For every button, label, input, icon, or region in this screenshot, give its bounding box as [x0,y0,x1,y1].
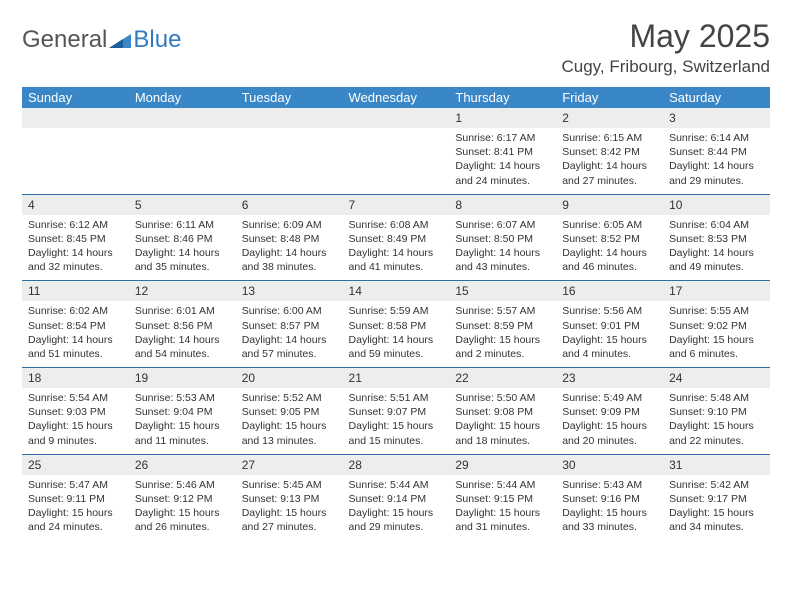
day-number-cell: 19 [129,368,236,388]
day-detail-row: Sunrise: 5:47 AMSunset: 9:11 PMDaylight:… [22,475,770,541]
brand-logo: General Blue [22,18,181,54]
day-number-cell [236,108,343,128]
day-number-cell [129,108,236,128]
month-title: May 2025 [562,18,771,55]
day-detail-cell [343,128,450,194]
title-block: May 2025 Cugy, Fribourg, Switzerland [562,18,771,77]
day-detail-cell: Sunrise: 5:59 AMSunset: 8:58 PMDaylight:… [343,301,450,367]
day-detail-cell: Sunrise: 5:44 AMSunset: 9:15 PMDaylight:… [449,475,556,541]
day-detail-cell: Sunrise: 6:07 AMSunset: 8:50 PMDaylight:… [449,215,556,281]
day-detail-cell: Sunrise: 5:48 AMSunset: 9:10 PMDaylight:… [663,388,770,454]
day-number-cell: 31 [663,455,770,475]
day-detail-cell: Sunrise: 6:00 AMSunset: 8:57 PMDaylight:… [236,301,343,367]
day-detail-cell: Sunrise: 5:53 AMSunset: 9:04 PMDaylight:… [129,388,236,454]
day-number-cell: 25 [22,455,129,475]
location-text: Cugy, Fribourg, Switzerland [562,57,771,77]
day-number-cell: 24 [663,368,770,388]
day-number-cell: 17 [663,281,770,301]
day-detail-cell: Sunrise: 5:45 AMSunset: 9:13 PMDaylight:… [236,475,343,541]
day-detail-cell: Sunrise: 6:11 AMSunset: 8:46 PMDaylight:… [129,215,236,281]
day-detail-cell: Sunrise: 5:50 AMSunset: 9:08 PMDaylight:… [449,388,556,454]
day-detail-cell: Sunrise: 5:44 AMSunset: 9:14 PMDaylight:… [343,475,450,541]
day-detail-cell: Sunrise: 5:43 AMSunset: 9:16 PMDaylight:… [556,475,663,541]
day-detail-cell: Sunrise: 6:17 AMSunset: 8:41 PMDaylight:… [449,128,556,194]
header: General Blue May 2025 Cugy, Fribourg, Sw… [22,18,770,77]
day-number-cell: 13 [236,281,343,301]
day-detail-cell: Sunrise: 6:05 AMSunset: 8:52 PMDaylight:… [556,215,663,281]
day-number-cell [22,108,129,128]
day-number-cell: 10 [663,195,770,215]
day-number-cell [343,108,450,128]
day-detail-cell: Sunrise: 6:12 AMSunset: 8:45 PMDaylight:… [22,215,129,281]
day-number-cell: 12 [129,281,236,301]
day-detail-cell: Sunrise: 6:09 AMSunset: 8:48 PMDaylight:… [236,215,343,281]
day-number-cell: 28 [343,455,450,475]
day-detail-cell: Sunrise: 6:15 AMSunset: 8:42 PMDaylight:… [556,128,663,194]
day-detail-row: Sunrise: 5:54 AMSunset: 9:03 PMDaylight:… [22,388,770,454]
day-number-cell: 27 [236,455,343,475]
day-number-row: 25262728293031 [22,455,770,475]
day-number-cell: 20 [236,368,343,388]
day-detail-cell: Sunrise: 6:14 AMSunset: 8:44 PMDaylight:… [663,128,770,194]
brand-triangle-icon [109,31,131,49]
day-detail-cell: Sunrise: 5:57 AMSunset: 8:59 PMDaylight:… [449,301,556,367]
day-detail-cell: Sunrise: 5:49 AMSunset: 9:09 PMDaylight:… [556,388,663,454]
day-number-cell: 7 [343,195,450,215]
brand-general: General [22,26,107,54]
day-detail-cell: Sunrise: 5:47 AMSunset: 9:11 PMDaylight:… [22,475,129,541]
day-detail-cell [236,128,343,194]
day-number-cell: 22 [449,368,556,388]
calendar-body: 123Sunrise: 6:17 AMSunset: 8:41 PMDaylig… [22,108,770,540]
day-detail-cell [129,128,236,194]
dow-sunday: Sunday [22,87,129,108]
day-number-cell: 21 [343,368,450,388]
day-detail-cell [22,128,129,194]
day-number-cell: 29 [449,455,556,475]
day-number-cell: 30 [556,455,663,475]
day-detail-cell: Sunrise: 6:01 AMSunset: 8:56 PMDaylight:… [129,301,236,367]
day-number-cell: 26 [129,455,236,475]
day-detail-row: Sunrise: 6:12 AMSunset: 8:45 PMDaylight:… [22,215,770,281]
day-detail-row: Sunrise: 6:02 AMSunset: 8:54 PMDaylight:… [22,301,770,367]
day-number-cell: 1 [449,108,556,128]
day-detail-cell: Sunrise: 5:56 AMSunset: 9:01 PMDaylight:… [556,301,663,367]
day-of-week-row: Sunday Monday Tuesday Wednesday Thursday… [22,87,770,108]
day-number-cell: 18 [22,368,129,388]
day-number-row: 18192021222324 [22,368,770,388]
dow-thursday: Thursday [449,87,556,108]
day-number-cell: 23 [556,368,663,388]
day-number-row: 11121314151617 [22,281,770,301]
day-detail-cell: Sunrise: 6:02 AMSunset: 8:54 PMDaylight:… [22,301,129,367]
day-number-cell: 8 [449,195,556,215]
day-number-cell: 4 [22,195,129,215]
day-detail-cell: Sunrise: 6:08 AMSunset: 8:49 PMDaylight:… [343,215,450,281]
day-detail-cell: Sunrise: 6:04 AMSunset: 8:53 PMDaylight:… [663,215,770,281]
day-detail-cell: Sunrise: 5:55 AMSunset: 9:02 PMDaylight:… [663,301,770,367]
brand-blue: Blue [133,26,181,54]
dow-saturday: Saturday [663,87,770,108]
day-number-cell: 5 [129,195,236,215]
day-number-cell: 11 [22,281,129,301]
day-number-cell: 3 [663,108,770,128]
day-number-row: 123 [22,108,770,128]
dow-tuesday: Tuesday [236,87,343,108]
calendar-table: Sunday Monday Tuesday Wednesday Thursday… [22,87,770,540]
day-number-cell: 14 [343,281,450,301]
dow-friday: Friday [556,87,663,108]
day-number-cell: 2 [556,108,663,128]
day-number-cell: 15 [449,281,556,301]
day-detail-row: Sunrise: 6:17 AMSunset: 8:41 PMDaylight:… [22,128,770,194]
day-number-cell: 16 [556,281,663,301]
dow-monday: Monday [129,87,236,108]
day-number-cell: 9 [556,195,663,215]
day-detail-cell: Sunrise: 5:46 AMSunset: 9:12 PMDaylight:… [129,475,236,541]
dow-wednesday: Wednesday [343,87,450,108]
day-number-cell: 6 [236,195,343,215]
day-number-row: 45678910 [22,195,770,215]
day-detail-cell: Sunrise: 5:42 AMSunset: 9:17 PMDaylight:… [663,475,770,541]
day-detail-cell: Sunrise: 5:54 AMSunset: 9:03 PMDaylight:… [22,388,129,454]
day-detail-cell: Sunrise: 5:52 AMSunset: 9:05 PMDaylight:… [236,388,343,454]
day-detail-cell: Sunrise: 5:51 AMSunset: 9:07 PMDaylight:… [343,388,450,454]
